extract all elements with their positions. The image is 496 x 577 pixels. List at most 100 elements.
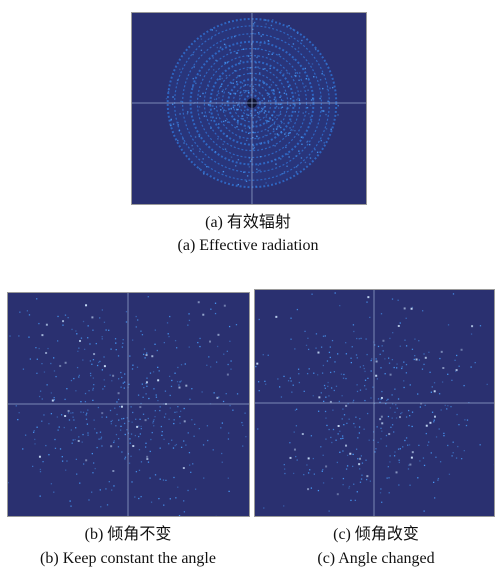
radiation-speckle xyxy=(249,127,251,129)
scatter-speckle xyxy=(42,460,44,463)
scatter-speckle xyxy=(126,417,129,419)
scatter-speckle xyxy=(398,459,400,461)
radiation-speckle xyxy=(230,82,233,84)
scatter-speckle xyxy=(95,342,97,345)
scatter-speckle xyxy=(28,314,31,316)
scatter-speckle xyxy=(101,369,104,371)
radiation-speckle xyxy=(293,58,295,61)
radiation-speckle xyxy=(252,23,255,25)
scatter-speckle xyxy=(227,363,229,366)
scatter-speckle xyxy=(182,467,185,470)
radiation-speckle xyxy=(325,62,327,64)
scatter-speckle xyxy=(381,422,384,425)
scatter-speckle xyxy=(470,366,472,368)
scatter-speckle xyxy=(404,439,406,442)
scatter-speckle xyxy=(60,414,63,416)
scatter-speckle xyxy=(452,441,454,443)
scatter-speckle xyxy=(55,375,57,378)
radiation-speckle xyxy=(309,104,312,106)
scatter-speckle xyxy=(374,344,376,346)
scatter-speckle xyxy=(131,339,134,341)
scatter-speckle xyxy=(433,382,436,384)
radiation-speckle xyxy=(211,29,214,31)
radiation-speckle xyxy=(248,132,250,135)
scatter-speckle xyxy=(187,489,189,492)
radiation-speckle xyxy=(224,119,227,122)
scatter-speckle xyxy=(391,424,394,426)
scatter-speckle xyxy=(91,363,93,365)
radiation-speckle xyxy=(280,158,282,160)
scatter-speckle xyxy=(36,298,38,300)
scatter-speckle xyxy=(53,399,56,401)
radiation-speckle xyxy=(244,84,247,86)
scatter-speckle xyxy=(353,422,355,425)
radiation-speckle xyxy=(219,105,221,107)
scatter-speckle xyxy=(67,409,70,412)
scatter-speckle xyxy=(434,415,436,418)
scatter-speckle xyxy=(169,407,171,409)
radiation-speckle xyxy=(283,92,286,94)
scatter-speckle xyxy=(389,455,391,457)
scatter-speckle xyxy=(139,433,141,435)
scatter-speckle xyxy=(179,381,181,383)
radiation-speckle xyxy=(230,37,233,39)
scatter-speckle xyxy=(289,442,291,444)
radiation-speckle xyxy=(265,182,267,184)
scatter-speckle xyxy=(397,448,400,450)
radiation-speckle xyxy=(210,116,212,118)
scatter-speckle xyxy=(368,439,370,441)
scatter-speckle xyxy=(367,377,369,380)
scatter-speckle xyxy=(210,366,212,368)
scatter-speckle xyxy=(391,298,394,300)
scatter-speckle xyxy=(452,452,454,454)
radiation-speckle xyxy=(330,128,332,130)
scatter-speckle xyxy=(67,316,69,319)
scatter-speckle xyxy=(430,391,433,393)
scatter-speckle xyxy=(395,417,398,419)
scatter-speckle xyxy=(22,448,24,450)
radiation-speckle xyxy=(249,58,251,60)
radiation-speckle xyxy=(267,94,269,97)
radiation-speckle xyxy=(212,105,214,107)
scatter-speckle xyxy=(382,350,384,352)
radiation-speckle xyxy=(235,165,237,167)
scatter-speckle xyxy=(236,393,239,395)
radiation-speckle xyxy=(253,21,256,24)
radiation-speckle xyxy=(242,48,245,50)
radiation-speckle xyxy=(236,109,238,111)
scatter-speckle xyxy=(158,370,160,372)
scatter-speckle xyxy=(214,302,217,304)
radiation-speckle xyxy=(320,106,322,109)
scatter-speckle xyxy=(411,425,413,428)
scatter-speckle xyxy=(145,381,148,384)
scatter-speckle xyxy=(425,432,427,435)
scatter-speckle xyxy=(145,393,147,395)
scatter-speckle xyxy=(108,481,110,483)
scatter-speckle xyxy=(441,381,444,383)
scatter-speckle xyxy=(87,432,89,434)
radiation-speckle xyxy=(276,133,279,135)
radiation-speckle xyxy=(266,92,268,94)
radiation-speckle xyxy=(177,121,179,124)
scatter-speckle xyxy=(177,486,179,488)
scatter-speckle xyxy=(83,348,86,350)
scatter-speckle xyxy=(149,477,151,479)
radiation-speckle xyxy=(249,160,252,162)
radiation-speckle xyxy=(230,156,233,158)
radiation-speckle xyxy=(247,55,250,57)
scatter-speckle xyxy=(89,343,91,345)
radiation-speckle xyxy=(252,137,254,139)
scatter-speckle xyxy=(413,358,415,361)
scatter-speckle xyxy=(405,317,407,319)
radiation-speckle xyxy=(294,103,296,106)
scatter-speckle xyxy=(146,377,148,379)
scatter-speckle xyxy=(145,354,148,357)
scatter-speckle xyxy=(351,346,353,348)
scatter-speckle xyxy=(223,304,226,307)
scatter-speckle xyxy=(141,334,144,336)
scatter-speckle xyxy=(464,419,466,421)
scatter-speckle xyxy=(124,373,126,375)
scatter-speckle xyxy=(433,419,435,421)
scatter-speckle xyxy=(64,415,67,417)
radiation-speckle xyxy=(283,73,285,75)
